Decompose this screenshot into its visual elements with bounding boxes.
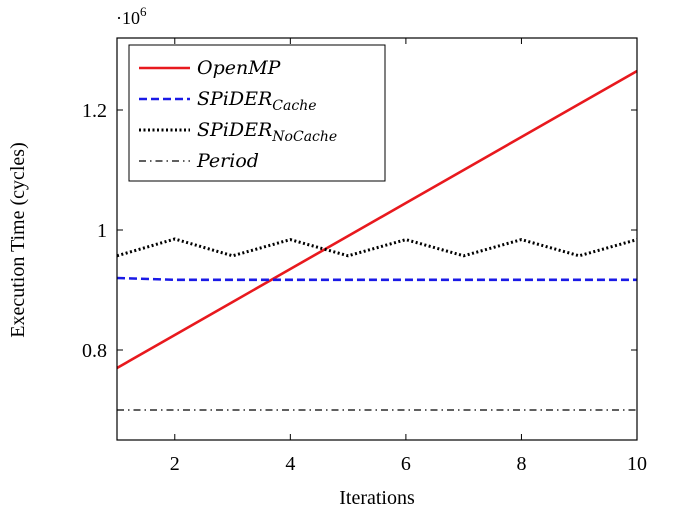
legend-label-spidernocache: SPiDERNoCache [197, 119, 337, 145]
y-tick-label: 1 [97, 220, 107, 242]
legend-label-spidercache: SPiDERCache [197, 88, 317, 114]
series-line-openmp [116, 69, 638, 370]
plot-frame [116, 37, 638, 441]
series-line-spidercache [116, 276, 637, 282]
y-tick-label: 1.2 [82, 100, 107, 122]
y-multiplier-exponent: 6 [140, 4, 147, 19]
y-axis-multiplier: ·106 [116, 4, 147, 28]
x-tick-label: 2 [170, 453, 180, 475]
legend: OpenMP SPiDERCache SPiDERNoCache Period [128, 44, 386, 182]
y-tick-label: 0.8 [82, 340, 107, 362]
x-axis-label: Iterations [339, 487, 415, 509]
x-tick-label: 6 [401, 453, 411, 475]
legend-label-openmp: OpenMP [197, 57, 282, 79]
tick-layer: 2 4 6 8 10 0.8 1 1.2 [82, 38, 647, 475]
legend-entries: OpenMP SPiDERCache SPiDERNoCache Period [139, 57, 337, 172]
legend-label-period: Period [196, 150, 259, 172]
y-multiplier-base: ·10 [116, 8, 140, 28]
x-tick-label: 8 [516, 453, 526, 475]
x-tick-label: 4 [285, 453, 295, 475]
series-layer [116, 69, 638, 411]
series-line-spidernocache [116, 237, 638, 258]
x-tick-label: 10 [627, 453, 647, 475]
y-axis-label: Execution Time (cycles) [7, 142, 29, 338]
